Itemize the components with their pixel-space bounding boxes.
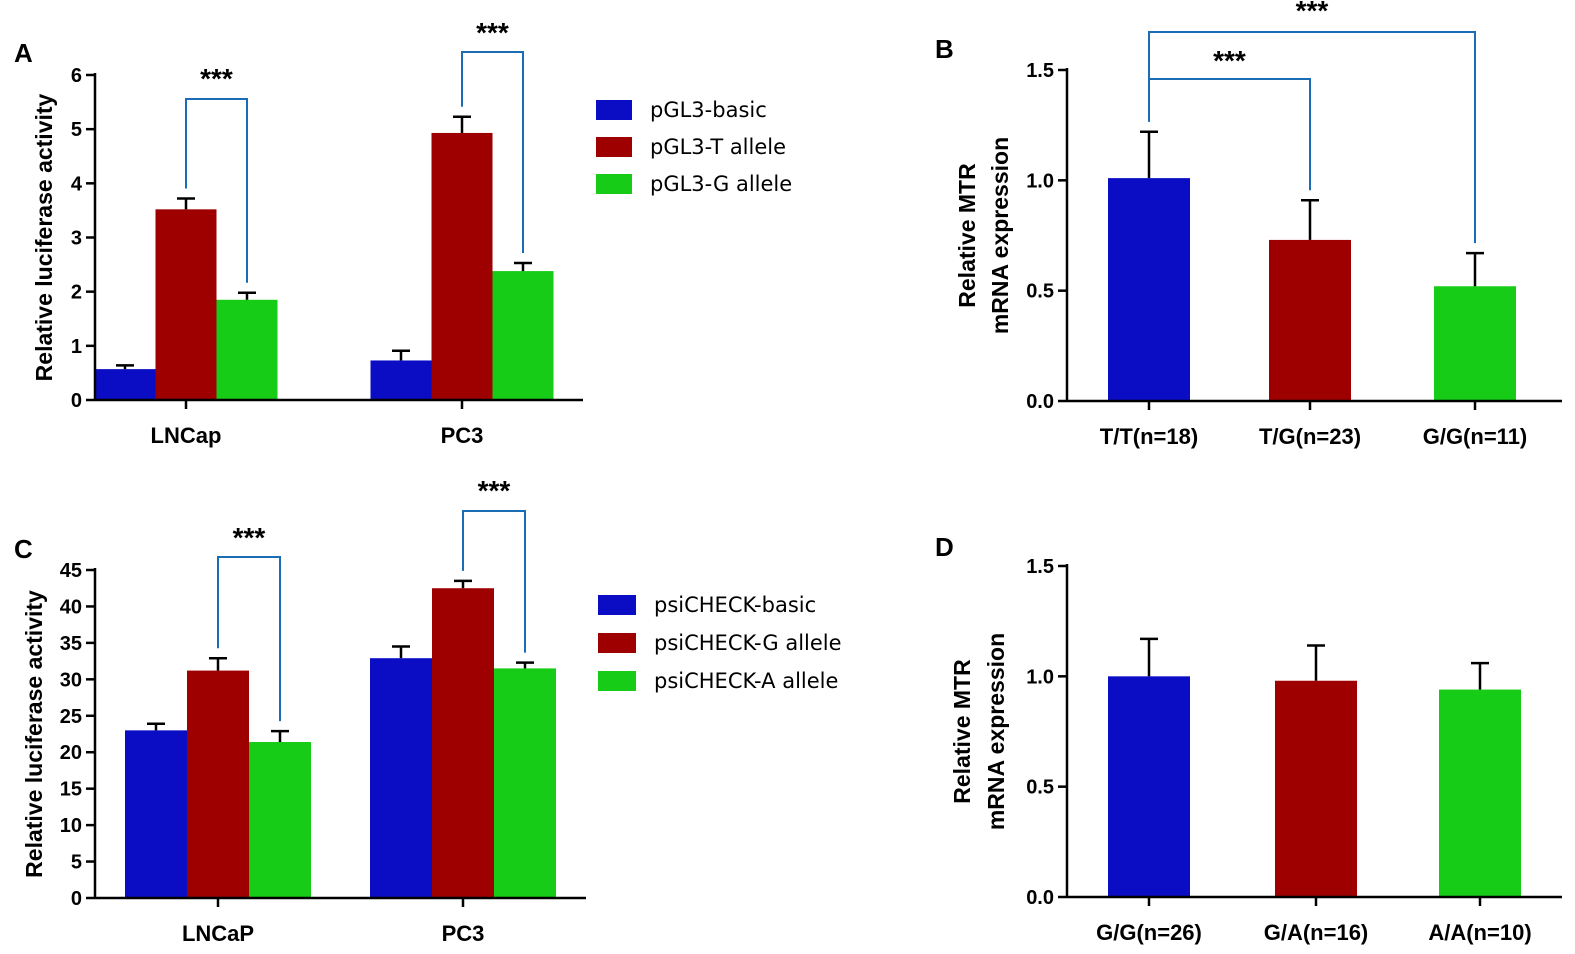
bar <box>249 742 311 898</box>
bar <box>370 360 432 400</box>
chart-panel-c: C Relative luciferase activity 0 5 10 15 20 25 3… <box>14 475 842 946</box>
y-axis-title: mRNA expression <box>987 137 1013 334</box>
y-tick-label: 25 <box>60 706 82 728</box>
legend-swatch <box>598 671 636 691</box>
legend-swatch <box>598 633 636 653</box>
panel-letter: B <box>935 34 954 64</box>
y-tick-label: 0.5 <box>1026 281 1054 303</box>
legend-entry: psiCHECK-basic <box>654 593 816 617</box>
x-tick-label: G/G(n=11) <box>1423 424 1528 449</box>
x-tick-label: T/T(n=18) <box>1100 424 1198 449</box>
bar <box>431 132 493 401</box>
y-tick-label: 5 <box>71 852 82 874</box>
x-tick-label: PC3 <box>441 423 484 448</box>
significance-bracket <box>1148 78 1311 191</box>
bar <box>94 369 156 400</box>
bar <box>1108 178 1190 401</box>
significance-label: *** <box>1213 45 1246 76</box>
y-tick-label: 1 <box>71 336 82 358</box>
y-tick-label: 1.0 <box>1026 170 1054 192</box>
legend: psiCHECK-basic psiCHECK-G allele psiCHECK-… <box>598 593 842 693</box>
y-tick-label: 30 <box>60 669 82 691</box>
bar <box>1439 689 1521 897</box>
bar <box>155 209 217 400</box>
y-tick-label: 45 <box>60 560 82 582</box>
y-tick-label: 0.0 <box>1026 391 1054 413</box>
y-tick-label: 20 <box>60 742 82 764</box>
y-tick-label: 4 <box>71 173 83 195</box>
panel-letter: C <box>14 534 33 564</box>
significance-label: *** <box>1296 0 1329 26</box>
bar <box>1275 680 1357 897</box>
chart-panel-b: B Relative MTR mRNA expression 0.0 0.5 1.0 1.5… <box>935 0 1562 449</box>
y-tick-label: 1.0 <box>1026 666 1054 688</box>
y-tick-label: 40 <box>60 596 82 618</box>
bar <box>370 658 432 898</box>
bar <box>432 588 494 898</box>
y-axis-title: mRNA expression <box>983 633 1009 830</box>
y-axis-title: Relative MTR <box>949 659 975 804</box>
panel-letter: D <box>935 532 954 562</box>
y-tick-label: 0.0 <box>1026 887 1054 909</box>
x-tick-label: T/G(n=23) <box>1259 424 1361 449</box>
significance-label: *** <box>233 522 266 553</box>
significance-bracket <box>1148 31 1476 244</box>
y-axis-title: Relative luciferase activity <box>21 590 47 878</box>
y-tick-label: 1.5 <box>1026 60 1054 82</box>
significance-bracket <box>462 510 526 653</box>
significance-label: *** <box>200 63 233 94</box>
chart-panel-a: A Relative luciferase activity 0 1 2 3 4 5 6 LNCa… <box>14 17 792 448</box>
bar <box>492 271 554 400</box>
y-tick-label: 5 <box>71 119 82 141</box>
bar <box>1108 676 1190 897</box>
y-axis-title: Relative luciferase activity <box>31 93 57 381</box>
y-tick-label: 2 <box>71 282 82 304</box>
x-tick-label: G/G(n=26) <box>1096 920 1202 945</box>
x-tick-label: PC3 <box>442 921 485 946</box>
y-axis-title: Relative MTR <box>954 163 980 308</box>
significance-bracket <box>185 98 248 283</box>
x-tick-label: A/A(n=10) <box>1428 920 1531 945</box>
y-tick-label: 10 <box>60 815 82 837</box>
y-tick-label: 1.5 <box>1026 556 1054 578</box>
bar <box>1269 239 1351 401</box>
panel-letter: A <box>14 38 33 68</box>
legend-swatch <box>596 137 632 157</box>
bar <box>125 730 187 898</box>
legend-swatch <box>596 100 632 120</box>
legend-entry: pGL3-G allele <box>650 172 792 196</box>
legend: pGL3-basic pGL3-T allele pGL3-G allele <box>596 98 792 196</box>
y-tick-label: 35 <box>60 633 82 655</box>
legend-entry: pGL3-basic <box>650 98 767 122</box>
x-tick-label: G/A(n=16) <box>1264 920 1369 945</box>
legend-swatch <box>596 174 632 194</box>
y-tick-label: 0 <box>71 390 82 412</box>
legend-entry: psiCHECK-A allele <box>654 669 838 693</box>
y-tick-label: 0 <box>71 888 82 910</box>
y-tick-label: 6 <box>71 65 82 87</box>
bar <box>494 668 556 898</box>
significance-bracket <box>217 556 281 722</box>
chart-panel-d: D Relative MTR mRNA expression 0.0 0.5 1.0 1.5… <box>935 532 1562 945</box>
y-tick-label: 15 <box>60 779 82 801</box>
y-tick-label: 0.5 <box>1026 777 1054 799</box>
y-tick-label: 3 <box>71 228 82 250</box>
legend-swatch <box>598 595 636 615</box>
bar <box>187 670 249 898</box>
x-tick-label: LNCaP <box>182 921 254 946</box>
significance-label: *** <box>478 475 511 506</box>
significance-label: *** <box>476 17 509 48</box>
significance-bracket <box>461 51 524 253</box>
bar <box>1434 286 1516 401</box>
legend-entry: pGL3-T allele <box>650 135 786 159</box>
x-tick-label: LNCap <box>151 423 222 448</box>
legend-entry: psiCHECK-G allele <box>654 631 842 655</box>
bar <box>216 299 278 400</box>
